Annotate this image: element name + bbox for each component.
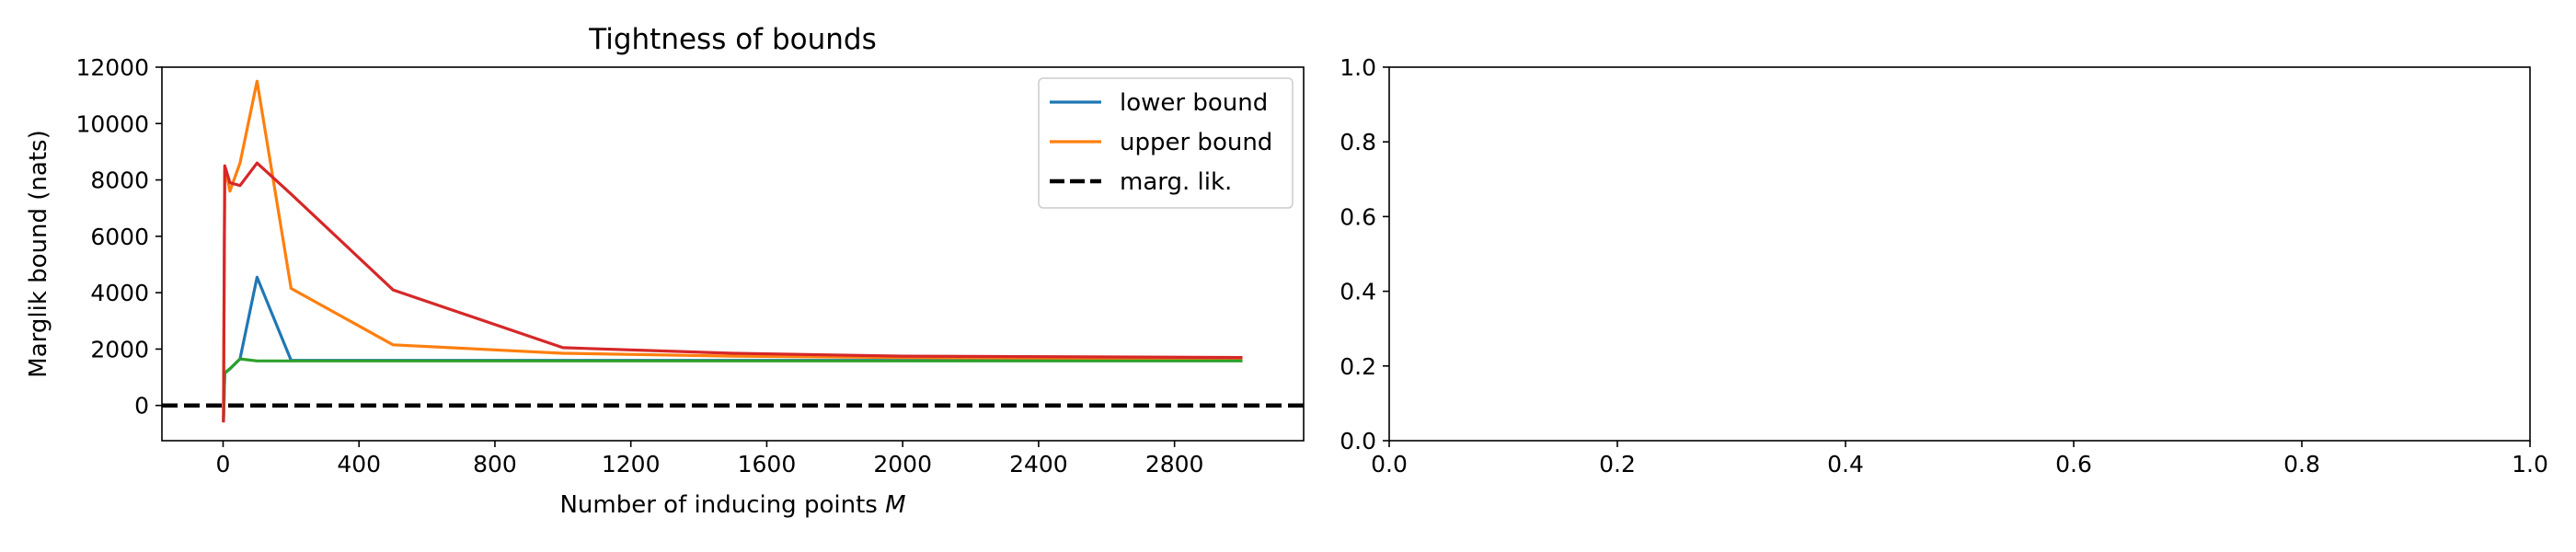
y-tick-label: 0.8	[1340, 129, 1376, 155]
axes-frame	[1388, 66, 2531, 442]
series-3-line	[222, 357, 1243, 421]
legend: lower bound upper bound marg. lik.	[1038, 77, 1294, 209]
plot-area	[162, 79, 1304, 423]
y-tick-label: 1.0	[1340, 54, 1376, 81]
x-tick-label: 0.4	[1827, 451, 1864, 477]
y-axis-ticks: 0.0 0.2 0.4 0.6 0.8 1.0	[1340, 54, 1389, 454]
x-tick-label: 1600	[738, 451, 797, 477]
legend-label: upper bound	[1120, 129, 1272, 156]
legend-box	[1038, 77, 1294, 209]
x-tick-label: 0.2	[1599, 451, 1636, 477]
x-tick-label: 2800	[1145, 451, 1204, 477]
x-axis-ticks: 0.0 0.2 0.4 0.6 0.8 1.0	[1371, 441, 2548, 477]
y-tick-label: 0.4	[1340, 279, 1376, 305]
y-tick-label: 4000	[90, 280, 149, 306]
x-tick-label: 1200	[602, 451, 661, 477]
lower-bound-line	[222, 275, 1243, 421]
y-tick-label: 8000	[90, 167, 149, 194]
x-tick-label: 2400	[1009, 451, 1068, 477]
x-tick-label: 0.6	[2055, 451, 2092, 477]
legend-label: marg. lik.	[1120, 168, 1232, 196]
y-tick-label: 0.6	[1340, 203, 1376, 230]
right-chart-empty-axes: 0.0 0.2 0.4 0.6 0.8 1.0 0.0 0.2 0.4 0.6 0.8 1.0	[1340, 54, 2548, 477]
y-tick-label: 0	[134, 393, 149, 420]
x-tick-label: 800	[473, 451, 517, 477]
chart-title: Tightness of bounds	[588, 23, 876, 56]
series-4-line	[222, 161, 1243, 423]
y-tick-label: 2000	[90, 336, 149, 362]
left-chart-tightness-of-bounds: Tightness of bounds 0 400 800 1200 1600 2000 2…	[25, 23, 1305, 519]
x-axis-ticks: 0 400 800 1200 1600 2000 2400 2800	[216, 441, 1204, 477]
x-tick-label: 0.8	[2283, 451, 2320, 477]
x-tick-label: 0.0	[1371, 451, 1408, 477]
x-axis-label: Number of inducing points M	[559, 491, 905, 519]
axes-frame	[161, 66, 1305, 442]
y-tick-label: 0.0	[1340, 428, 1376, 454]
x-tick-label: 0	[216, 451, 231, 477]
axes-border	[161, 66, 1305, 442]
x-tick-label: 2000	[873, 451, 932, 477]
y-tick-label: 6000	[90, 224, 149, 250]
y-axis-ticks: 0 2000 4000 6000 8000 10000 12000	[75, 54, 162, 420]
x-tick-label: 1.0	[2512, 451, 2548, 477]
axes-border	[1388, 66, 2531, 442]
y-tick-label: 0.2	[1340, 353, 1376, 380]
y-tick-label: 10000	[75, 110, 149, 137]
y-tick-label: 12000	[75, 54, 149, 81]
x-tick-label: 400	[337, 451, 381, 477]
legend-label: lower bound	[1120, 89, 1268, 117]
y-axis-label: Marglik bound (nats)	[25, 130, 52, 377]
